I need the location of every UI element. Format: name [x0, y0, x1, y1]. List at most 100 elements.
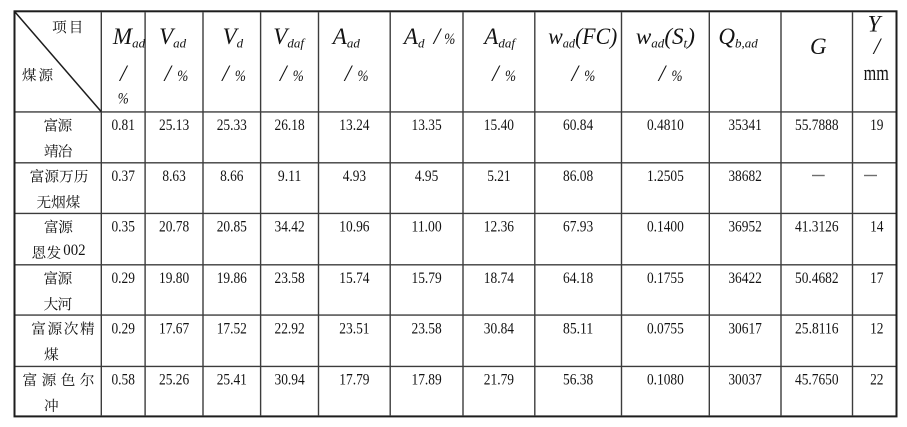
svg-text:Adaf: Adaf: [482, 24, 517, 51]
svg-text:19.86: 19.86: [217, 270, 247, 287]
svg-text:/: /: [432, 24, 443, 49]
svg-text:22.92: 22.92: [275, 320, 305, 337]
svg-text:%: %: [358, 68, 369, 85]
svg-text:Mad: Mad: [112, 24, 146, 51]
svg-text:%: %: [505, 68, 516, 85]
svg-text:15.40: 15.40: [484, 117, 514, 134]
svg-text:8.66: 8.66: [220, 168, 244, 185]
svg-text:14: 14: [870, 219, 884, 236]
svg-text:36952: 36952: [728, 219, 762, 236]
svg-text:0.0755: 0.0755: [647, 320, 684, 337]
svg-text:50.4682: 50.4682: [795, 270, 839, 287]
svg-text:%: %: [118, 90, 129, 107]
svg-text:56.38: 56.38: [563, 372, 593, 389]
svg-text:17.52: 17.52: [217, 320, 247, 337]
svg-text:12: 12: [870, 320, 883, 337]
svg-text:Y: Y: [868, 12, 883, 37]
svg-text:17.79: 17.79: [339, 372, 369, 389]
svg-text:G: G: [810, 34, 827, 59]
svg-text:002: 002: [63, 242, 85, 259]
svg-text:mm: mm: [864, 60, 890, 85]
svg-text:23.51: 23.51: [339, 320, 369, 337]
svg-text:0.58: 0.58: [112, 372, 136, 389]
svg-text:22: 22: [870, 372, 883, 389]
svg-text:0.4810: 0.4810: [647, 117, 684, 134]
svg-text:19: 19: [870, 117, 884, 134]
svg-text:20.78: 20.78: [159, 219, 189, 236]
svg-text:85.11: 85.11: [563, 320, 593, 337]
svg-text:1.2505: 1.2505: [647, 168, 684, 185]
svg-text:18.74: 18.74: [484, 270, 514, 287]
svg-text:/: /: [278, 61, 289, 86]
svg-text:20.85: 20.85: [217, 219, 247, 236]
svg-text:23.58: 23.58: [275, 270, 305, 287]
svg-text:Qb,ad: Qb,ad: [718, 24, 758, 51]
svg-text:4.95: 4.95: [415, 168, 439, 185]
svg-text:67.93: 67.93: [563, 219, 593, 236]
svg-text:%: %: [177, 68, 188, 85]
svg-text:/: /: [490, 61, 501, 86]
svg-text:Vad: Vad: [159, 24, 187, 51]
svg-text:0.29: 0.29: [112, 320, 136, 337]
svg-text:30.84: 30.84: [484, 320, 514, 337]
svg-text:%: %: [235, 68, 246, 85]
svg-text:%: %: [444, 31, 455, 48]
svg-text:10.96: 10.96: [339, 219, 369, 236]
svg-text:%: %: [672, 68, 683, 85]
svg-text:38682: 38682: [728, 168, 762, 185]
svg-text:86.08: 86.08: [563, 168, 593, 185]
svg-text:%: %: [584, 68, 595, 85]
svg-text:0.29: 0.29: [112, 270, 136, 287]
svg-text:Vd: Vd: [223, 24, 244, 51]
svg-text:23.58: 23.58: [412, 320, 442, 337]
svg-text:25.26: 25.26: [159, 372, 189, 389]
svg-text:26.18: 26.18: [275, 117, 305, 134]
svg-text:wad(FC): wad(FC): [548, 24, 617, 51]
svg-text:0.1080: 0.1080: [647, 372, 684, 389]
svg-text:25.41: 25.41: [217, 372, 247, 389]
svg-text:15.79: 15.79: [412, 270, 442, 287]
svg-text:wad(St): wad(St): [636, 24, 695, 51]
svg-text:11.00: 11.00: [412, 219, 442, 236]
svg-text:25.8116: 25.8116: [795, 320, 839, 337]
svg-text:17.89: 17.89: [412, 372, 442, 389]
svg-text:55.7888: 55.7888: [795, 117, 839, 134]
svg-text:0.35: 0.35: [112, 219, 136, 236]
svg-text:36422: 36422: [728, 270, 762, 287]
svg-text:/: /: [343, 61, 354, 86]
svg-text:13.24: 13.24: [339, 117, 369, 134]
svg-text:/: /: [118, 61, 129, 86]
svg-text:5.21: 5.21: [487, 168, 510, 185]
svg-text:12.36: 12.36: [484, 219, 514, 236]
svg-text:/: /: [570, 61, 581, 86]
svg-text:%: %: [293, 68, 304, 85]
svg-text:/: /: [657, 61, 668, 86]
svg-text:13.35: 13.35: [412, 117, 442, 134]
svg-text:0.1400: 0.1400: [647, 219, 684, 236]
svg-text:25.33: 25.33: [217, 117, 247, 134]
svg-text:Ad: Ad: [402, 24, 425, 51]
svg-text:/: /: [220, 61, 231, 86]
svg-text:60.84: 60.84: [563, 117, 593, 134]
svg-text:30.94: 30.94: [275, 372, 305, 389]
svg-text:30037: 30037: [728, 372, 762, 389]
svg-text:/: /: [872, 34, 883, 59]
svg-text:35341: 35341: [728, 117, 762, 134]
svg-text:Aad: Aad: [331, 24, 361, 51]
svg-text:21.79: 21.79: [484, 372, 514, 389]
svg-text:25.13: 25.13: [159, 117, 189, 134]
svg-text:/: /: [163, 61, 174, 86]
svg-text:0.37: 0.37: [112, 168, 136, 185]
svg-text:0.1755: 0.1755: [647, 270, 684, 287]
svg-text:17: 17: [870, 270, 884, 287]
svg-text:30617: 30617: [728, 320, 762, 337]
svg-text:0.81: 0.81: [112, 117, 135, 134]
svg-text:64.18: 64.18: [563, 270, 593, 287]
svg-text:15.74: 15.74: [339, 270, 369, 287]
svg-text:34.42: 34.42: [275, 219, 305, 236]
svg-text:9.11: 9.11: [278, 168, 301, 185]
svg-text:19.80: 19.80: [159, 270, 189, 287]
svg-text:Vdaf: Vdaf: [273, 24, 306, 51]
svg-text:8.63: 8.63: [162, 168, 186, 185]
svg-text:4.93: 4.93: [343, 168, 367, 185]
